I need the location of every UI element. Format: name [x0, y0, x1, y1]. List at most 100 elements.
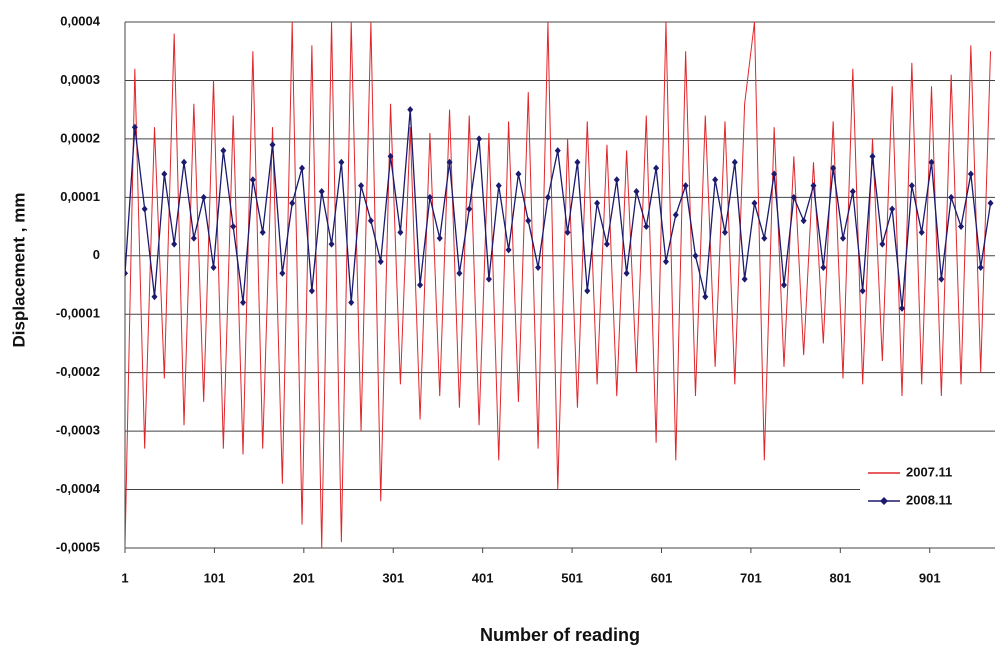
marker	[446, 158, 453, 166]
marker	[859, 287, 866, 295]
marker	[279, 269, 286, 277]
marker	[426, 193, 433, 201]
y-tick-label: -0,0003	[56, 423, 100, 438]
marker	[525, 217, 532, 225]
x-tick-label: 301	[382, 570, 404, 585]
marker	[967, 170, 974, 178]
marker	[800, 217, 807, 225]
marker	[633, 187, 640, 195]
marker	[879, 240, 886, 248]
marker	[672, 211, 679, 219]
x-tick-label: 401	[472, 570, 494, 585]
marker	[544, 193, 551, 201]
marker	[240, 299, 247, 307]
marker	[643, 223, 650, 231]
marker	[505, 246, 512, 254]
marker	[918, 228, 925, 236]
legend-label: 2007.11	[906, 464, 952, 479]
marker	[338, 158, 345, 166]
marker	[436, 234, 443, 242]
marker	[171, 240, 178, 248]
y-tick-label: 0	[93, 247, 100, 262]
marker	[820, 263, 827, 271]
marker	[230, 223, 237, 231]
marker	[495, 182, 502, 190]
marker	[908, 182, 915, 190]
marker	[731, 158, 738, 166]
x-tick-label: 601	[651, 570, 673, 585]
marker	[721, 228, 728, 236]
marker	[780, 281, 787, 289]
marker	[417, 281, 424, 289]
marker	[712, 176, 719, 184]
y-tick-label: -0,0004	[56, 481, 101, 496]
x-tick-label: 701	[740, 570, 762, 585]
marker	[889, 205, 896, 213]
legend-label: 2008.11	[906, 492, 952, 507]
plot	[125, 21, 994, 549]
y-tick-label: -0,0001	[56, 306, 100, 321]
marker	[751, 199, 758, 207]
legend-marker	[880, 497, 888, 505]
marker	[899, 304, 906, 312]
marker	[771, 170, 778, 178]
marker	[810, 182, 817, 190]
marker	[485, 275, 492, 283]
marker	[761, 234, 768, 242]
marker	[141, 205, 148, 213]
marker	[584, 287, 591, 295]
marker	[574, 158, 581, 166]
marker	[653, 164, 660, 172]
marker	[151, 293, 158, 301]
x-tick-label: 901	[919, 570, 941, 585]
marker	[181, 158, 188, 166]
marker	[692, 252, 699, 260]
x-tick-label: 101	[204, 570, 226, 585]
marker	[328, 240, 335, 248]
series-line	[125, 21, 992, 549]
marker	[977, 263, 984, 271]
marker	[269, 141, 276, 149]
marker	[367, 217, 374, 225]
marker	[456, 269, 463, 277]
marker	[849, 187, 856, 195]
marker	[397, 228, 404, 236]
y-tick-label: -0,0005	[56, 539, 100, 554]
marker	[249, 176, 256, 184]
marker	[161, 170, 168, 178]
marker	[564, 228, 571, 236]
y-tick-label: 0,0004	[60, 13, 101, 28]
marker	[259, 228, 266, 236]
marker	[623, 269, 630, 277]
marker	[603, 240, 610, 248]
y-tick-label: -0,0002	[56, 364, 100, 379]
y-tick-label: 0,0003	[60, 72, 100, 87]
x-tick-label: 801	[829, 570, 851, 585]
marker	[702, 293, 709, 301]
marker	[869, 152, 876, 160]
marker	[662, 258, 669, 266]
x-tick-label: 501	[561, 570, 583, 585]
marker	[613, 176, 620, 184]
marker	[387, 152, 394, 160]
marker	[948, 193, 955, 201]
marker	[938, 275, 945, 283]
marker	[535, 263, 542, 271]
marker	[830, 164, 837, 172]
marker	[299, 164, 306, 172]
marker	[515, 170, 522, 178]
x-axis-title: Number of reading	[480, 625, 640, 645]
marker	[318, 187, 325, 195]
marker	[987, 199, 994, 207]
marker	[377, 258, 384, 266]
marker	[210, 263, 217, 271]
marker	[190, 234, 197, 242]
marker	[466, 205, 473, 213]
x-tick-label: 1	[121, 570, 128, 585]
marker	[125, 269, 128, 277]
legend-box	[860, 458, 996, 518]
y-axis-title: Displacement , mm	[9, 193, 28, 348]
marker	[407, 106, 414, 114]
